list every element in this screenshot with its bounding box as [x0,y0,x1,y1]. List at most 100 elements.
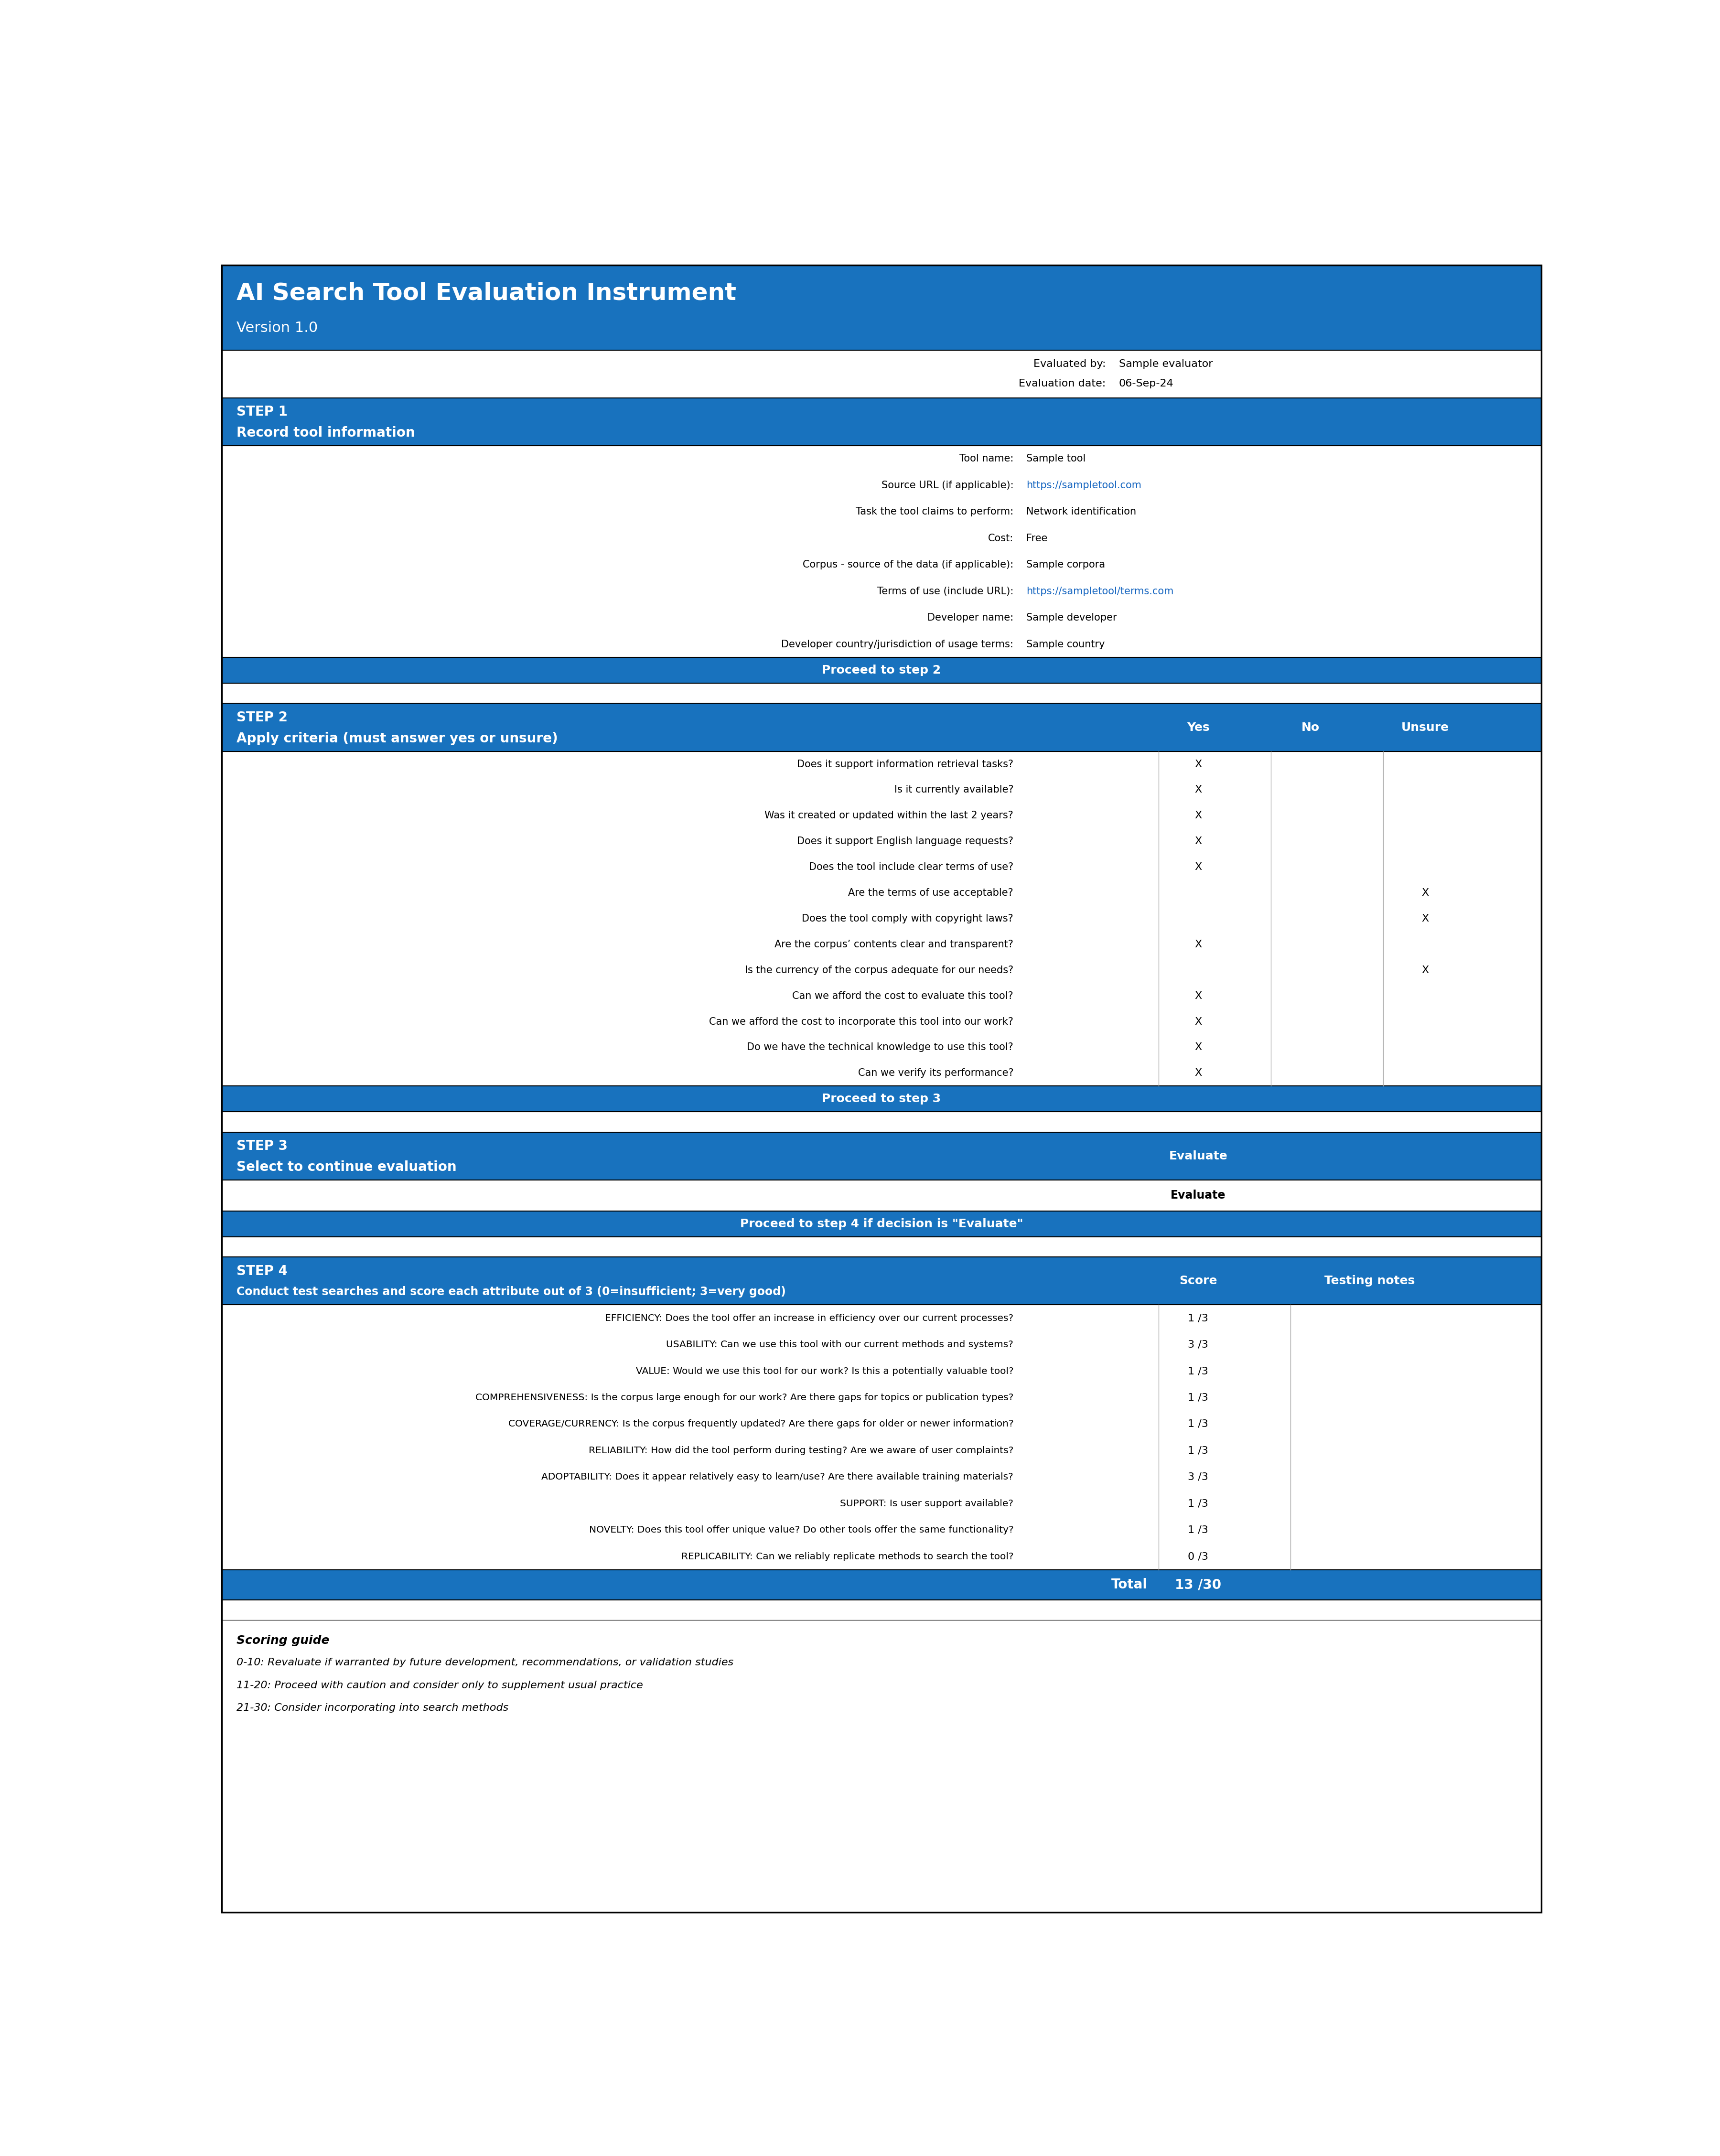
Text: Does the tool comply with copyright laws?: Does the tool comply with copyright laws… [802,914,1013,923]
Text: Sample developer: Sample developer [1027,612,1116,623]
Text: Unsure: Unsure [1402,722,1450,733]
Text: Can we afford the cost to incorporate this tool into our work?: Can we afford the cost to incorporate th… [709,1018,1013,1026]
Text: 1 /3: 1 /3 [1189,1524,1209,1535]
Bar [222,1112,1541,1132]
Text: Conduct test searches and score each attribute out of 3 (0=insufficient; 3=very : Conduct test searches and score each att… [236,1287,786,1298]
Text: X: X [1195,992,1202,1000]
Text: 1 /3: 1 /3 [1189,1447,1209,1455]
Bar [222,265,1541,349]
Text: Proceed to step 4 if decision is "Evaluate": Proceed to step 4 if decision is "Evalua… [740,1218,1023,1229]
Text: Proceed to step 2: Proceed to step 2 [822,664,941,677]
Text: Evaluate: Evaluate [1170,1149,1228,1162]
Bar [222,397,1541,446]
Text: X: X [1195,759,1202,770]
Text: 3 /3: 3 /3 [1189,1473,1209,1481]
Bar [222,1179,1541,1212]
Text: Network identification: Network identification [1027,507,1137,517]
Bar [222,703,1541,750]
Text: NOVELTY: Does this tool offer unique value? Do other tools offer the same functi: NOVELTY: Does this tool offer unique val… [588,1526,1013,1535]
Text: Source URL (if applicable):: Source URL (if applicable): [881,481,1013,489]
Text: https://sampletool.com: https://sampletool.com [1027,481,1142,489]
Text: Corpus - source of the data (if applicable):: Corpus - source of the data (if applicab… [803,561,1013,569]
Text: 0 /3: 0 /3 [1189,1552,1209,1561]
Text: Evaluated by:: Evaluated by: [1034,360,1106,369]
Text: Free: Free [1027,533,1047,543]
Text: Does it support English language requests?: Does it support English language request… [796,837,1013,845]
Text: Tool name:: Tool name: [960,455,1013,464]
Text: 21-30: Consider incorporating into search methods: 21-30: Consider incorporating into searc… [236,1703,509,1712]
Text: X: X [1421,888,1429,897]
Text: 1 /3: 1 /3 [1189,1498,1209,1509]
Bar [222,1257,1541,1304]
Text: Sample evaluator: Sample evaluator [1118,360,1213,369]
Text: Scoring guide: Scoring guide [236,1634,330,1647]
Bar [222,446,1541,658]
Text: Can we verify its performance?: Can we verify its performance? [858,1069,1013,1078]
Text: X: X [1421,914,1429,923]
Text: RELIABILITY: How did the tool perform during testing? Are we aware of user compl: RELIABILITY: How did the tool perform du… [588,1447,1013,1455]
Bar [222,1304,1541,1570]
Text: COMPREHENSIVENESS: Is the corpus large enough for our work? Are there gaps for t: COMPREHENSIVENESS: Is the corpus large e… [475,1393,1013,1401]
Text: X: X [1421,966,1429,975]
Text: X: X [1195,1044,1202,1052]
Text: EFFICIENCY: Does the tool offer an increase in efficiency over our current proce: EFFICIENCY: Does the tool offer an incre… [605,1313,1013,1322]
Text: ADOPTABILITY: Does it appear relatively easy to learn/use? Are there available t: ADOPTABILITY: Does it appear relatively … [542,1473,1013,1481]
Text: Sample country: Sample country [1027,640,1104,649]
Text: 3 /3: 3 /3 [1189,1339,1209,1350]
Text: STEP 2: STEP 2 [236,711,287,724]
Bar [222,683,1541,703]
Text: STEP 1: STEP 1 [236,405,287,418]
Text: Cost:: Cost: [987,533,1013,543]
Text: Version 1.0: Version 1.0 [236,321,318,334]
Text: X: X [1195,837,1202,845]
Text: 0-10: Revaluate if warranted by future development, recommendations, or validati: 0-10: Revaluate if warranted by future d… [236,1658,733,1667]
Text: 1 /3: 1 /3 [1189,1313,1209,1324]
Text: Total: Total [1111,1578,1147,1591]
Bar [222,750,1541,1087]
Bar [222,1619,1541,1912]
Text: 11-20: Proceed with caution and consider only to supplement usual practice: 11-20: Proceed with caution and consider… [236,1680,643,1690]
Text: X: X [1195,785,1202,796]
Bar [222,1132,1541,1179]
Text: COVERAGE/CURRENCY: Is the corpus frequently updated? Are there gaps for older or: COVERAGE/CURRENCY: Is the corpus frequen… [507,1419,1013,1429]
Bar [222,1238,1541,1257]
Text: VALUE: Would we use this tool for our work? Is this a potentially valuable tool?: VALUE: Would we use this tool for our wo… [636,1367,1013,1376]
Text: 1 /3: 1 /3 [1189,1419,1209,1429]
Text: Does it support information retrieval tasks?: Does it support information retrieval ta… [796,759,1013,770]
Text: Testing notes: Testing notes [1324,1274,1416,1287]
Bar [222,1570,1541,1600]
Bar [222,1600,1541,1619]
Text: Evaluate: Evaluate [1171,1190,1226,1201]
Text: USABILITY: Can we use this tool with our current methods and systems?: USABILITY: Can we use this tool with our… [666,1341,1013,1350]
Text: Sample tool: Sample tool [1027,455,1085,464]
Text: No: No [1302,722,1319,733]
Text: Task the tool claims to perform:: Task the tool claims to perform: [857,507,1013,517]
Text: Developer name:: Developer name: [927,612,1013,623]
Text: 13 /30: 13 /30 [1175,1578,1221,1591]
Text: Sample corpora: Sample corpora [1027,561,1106,569]
Text: 06-Sep-24: 06-Sep-24 [1118,379,1173,388]
Text: Apply criteria (must answer yes or unsure): Apply criteria (must answer yes or unsur… [236,731,557,746]
Text: Is the currency of the corpus adequate for our needs?: Is the currency of the corpus adequate f… [745,966,1013,975]
Text: Does the tool include clear terms of use?: Does the tool include clear terms of use… [808,862,1013,871]
Text: X: X [1195,1018,1202,1026]
Text: REPLICABILITY: Can we reliably replicate methods to search the tool?: REPLICABILITY: Can we reliably replicate… [681,1552,1013,1561]
Text: Can we afford the cost to evaluate this tool?: Can we afford the cost to evaluate this … [793,992,1013,1000]
Text: https://sampletool/terms.com: https://sampletool/terms.com [1027,586,1173,595]
Text: 1 /3: 1 /3 [1189,1393,1209,1401]
Text: 1 /3: 1 /3 [1189,1367,1209,1376]
Text: Record tool information: Record tool information [236,427,415,440]
Text: Was it created or updated within the last 2 years?: Was it created or updated within the las… [765,811,1013,821]
Text: Developer country/jurisdiction of usage terms:: Developer country/jurisdiction of usage … [781,640,1013,649]
Text: Are the corpus’ contents clear and transparent?: Are the corpus’ contents clear and trans… [774,940,1013,949]
Bar [222,1212,1541,1238]
Bar [222,658,1541,683]
Text: X: X [1195,1069,1202,1078]
Text: Terms of use (include URL):: Terms of use (include URL): [877,586,1013,595]
Text: Evaluation date:: Evaluation date: [1018,379,1106,388]
Text: X: X [1195,940,1202,949]
Text: AI Search Tool Evaluation Instrument: AI Search Tool Evaluation Instrument [236,282,736,304]
Text: Do we have the technical knowledge to use this tool?: Do we have the technical knowledge to us… [746,1044,1013,1052]
Text: Is it currently available?: Is it currently available? [894,785,1013,796]
Text: Yes: Yes [1187,722,1209,733]
